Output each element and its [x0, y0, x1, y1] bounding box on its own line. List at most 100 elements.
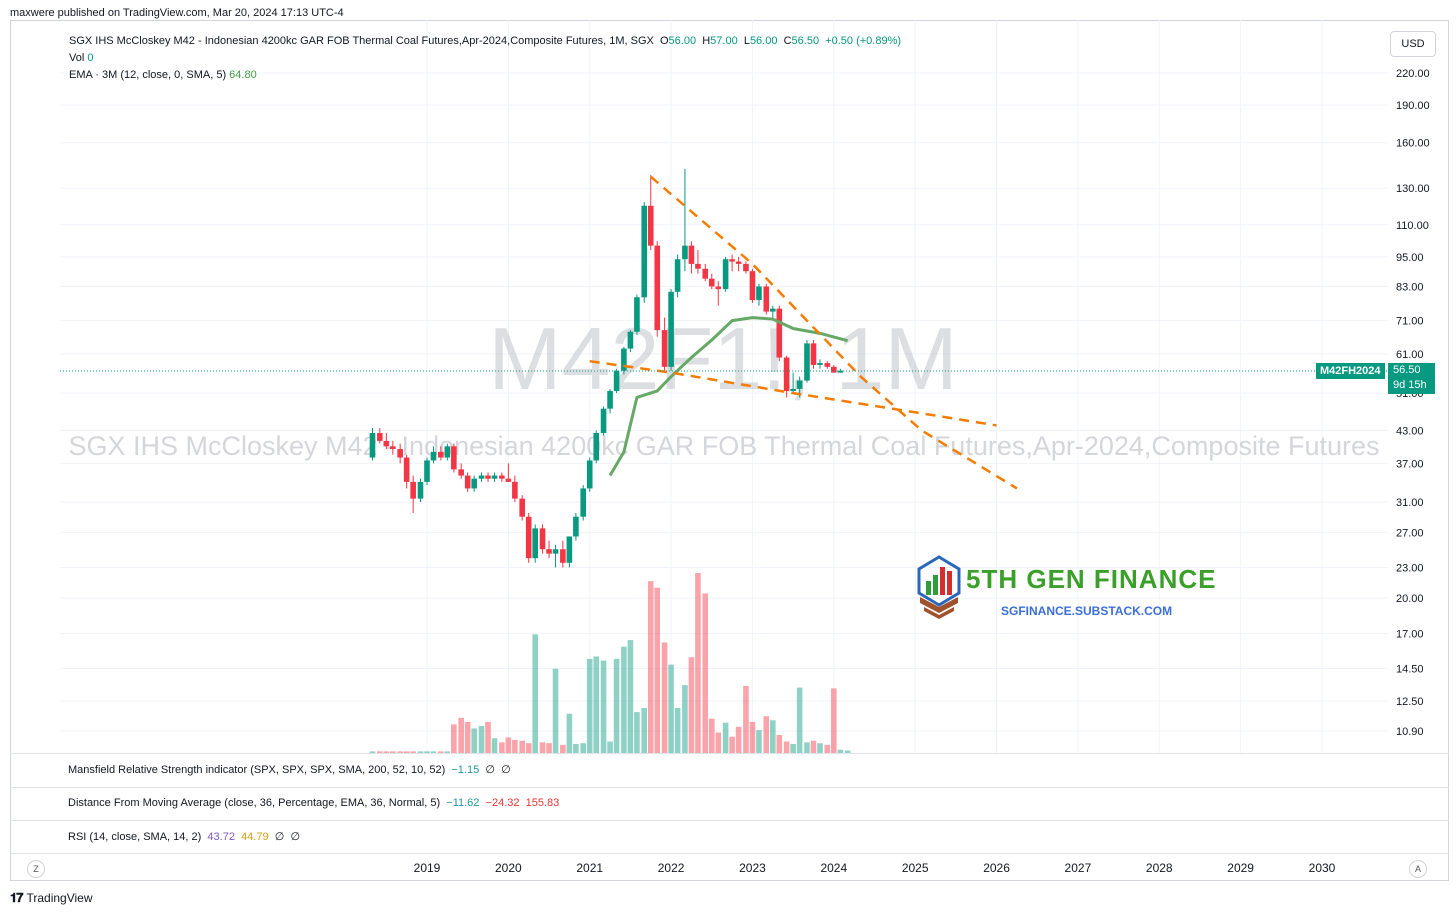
volume-bar [573, 744, 579, 753]
currency-button[interactable]: USD [1390, 31, 1436, 57]
chart-frame [10, 20, 1449, 881]
candle-body [634, 297, 640, 332]
y-axis: 220.00 190.00 160.00 130.00 110.00 95.00 83.00… [1396, 68, 1430, 738]
indicator-rsi[interactable]: RSI (14, close, SMA, 14, 2) 43.72 44.79 … [10, 820, 1449, 853]
low-value: 56.00 [749, 35, 778, 47]
rsi-v1: 43.72 [207, 831, 235, 843]
grid [60, 20, 1388, 753]
volume-bar [722, 722, 729, 753]
volume-bar [403, 751, 410, 753]
x-tick-label: 2022 [658, 861, 685, 875]
volume-bar [600, 660, 607, 753]
candle-body [403, 457, 410, 482]
volume-bar [715, 732, 722, 753]
candle-body [607, 390, 613, 409]
ema-value: 64.80 [229, 69, 257, 81]
x-tick-label: 2026 [983, 861, 1010, 875]
vol-label: Vol [69, 52, 85, 64]
candle-body [674, 259, 681, 292]
volume-bar [580, 743, 587, 753]
volume-bar [464, 721, 471, 753]
tradingview-footer[interactable]: 𝟏𝟕 TradingView [10, 890, 93, 906]
brand-emblem-icon [917, 555, 961, 619]
volume-bar [485, 721, 491, 753]
candle-body [505, 478, 512, 482]
volume-bar [790, 744, 796, 753]
candle-body [810, 343, 817, 365]
volume-bar [837, 749, 844, 753]
candle-body [702, 268, 709, 279]
dfma-v1: −11.62 [446, 797, 480, 809]
candle-body [451, 446, 457, 470]
indicator-mansfield[interactable]: Mansfield Relative Strength indicator (S… [10, 753, 1449, 786]
candle-body [668, 291, 674, 367]
last-price-box: 56.50 9d 15h [1388, 363, 1435, 394]
volume-bar [668, 664, 674, 753]
volume-bar [661, 642, 668, 753]
candle-body [695, 263, 701, 269]
candle-body [383, 440, 390, 447]
volume-bar [654, 587, 661, 753]
volume-bar [390, 751, 396, 753]
volume-bar [546, 743, 552, 753]
volume-bar [424, 751, 430, 753]
volume-bar [539, 742, 546, 753]
countdown: 9d 15h [1393, 379, 1427, 391]
volume-bar [552, 668, 559, 753]
ema-label: EMA · 3M (12, close, 0, SMA, 5) [69, 69, 227, 81]
brand-logo: 5TH GEN FINANCE SGFINANCE.SUBSTACK.COM [916, 555, 1246, 625]
candle-body [708, 278, 715, 287]
volume-bar [593, 656, 600, 753]
auto-scale-button[interactable]: A [1409, 860, 1427, 878]
rsi-v3: ∅ [274, 831, 285, 843]
symbol-description: SGX IHS McCloskey M42 - Indonesian 4200k… [69, 35, 654, 47]
volume-bar [519, 740, 525, 753]
candle-body [539, 528, 546, 550]
watermark-name: SGX IHS McCloskey M42 - Indonesian 4200k… [68, 431, 1379, 461]
candle-body [430, 451, 437, 461]
volume-bar [702, 593, 709, 753]
candle-body [735, 261, 742, 264]
volume-bar [525, 743, 532, 753]
y-tick-label: 27.00 [1396, 527, 1424, 539]
y-tick-label: 61.00 [1396, 349, 1424, 361]
mansfield-v2: ∅ [485, 764, 495, 776]
volume-bar [417, 751, 424, 753]
ema-polyline [608, 316, 849, 477]
y-tick-label: 130.00 [1396, 183, 1430, 195]
volume-bar [458, 717, 464, 753]
volume-bar [491, 738, 498, 753]
x-tick-label: 2027 [1065, 861, 1092, 875]
zoom-z-button[interactable]: Z [27, 860, 45, 878]
candle-body [769, 308, 776, 312]
volume-bar [532, 634, 539, 753]
y-tick-label: 17.00 [1396, 629, 1424, 641]
volume-bar [641, 708, 648, 753]
indicator-dfma[interactable]: Distance From Moving Average (close, 36,… [10, 787, 1449, 820]
candle-body [722, 259, 729, 290]
x-tick-label: 2025 [902, 861, 929, 875]
y-tick-label: 37.00 [1396, 458, 1424, 470]
volume-bar [634, 712, 640, 753]
candle-body [790, 388, 796, 391]
change-value: +0.50 (+0.89%) [825, 35, 902, 47]
x-tick-label: 2030 [1309, 861, 1336, 875]
candle-body [369, 433, 376, 458]
volume-bar [763, 716, 770, 753]
volume-bar [695, 573, 701, 753]
candle-body [817, 363, 823, 365]
volume-bar [566, 713, 573, 753]
candle-body [546, 549, 552, 554]
y-tick-label: 12.50 [1396, 696, 1424, 708]
candle-body [485, 475, 491, 479]
candle-body [417, 481, 424, 499]
x-tick-label: 2028 [1146, 861, 1173, 875]
candle-body [566, 536, 573, 563]
volume-bar [444, 751, 451, 753]
candle-body [688, 245, 695, 264]
y-tick-label: 83.00 [1396, 281, 1424, 293]
dfma-v3: 155.83 [525, 797, 560, 809]
dfma-label: Distance From Moving Average (close, 36,… [68, 797, 441, 809]
candle-body [749, 271, 756, 301]
